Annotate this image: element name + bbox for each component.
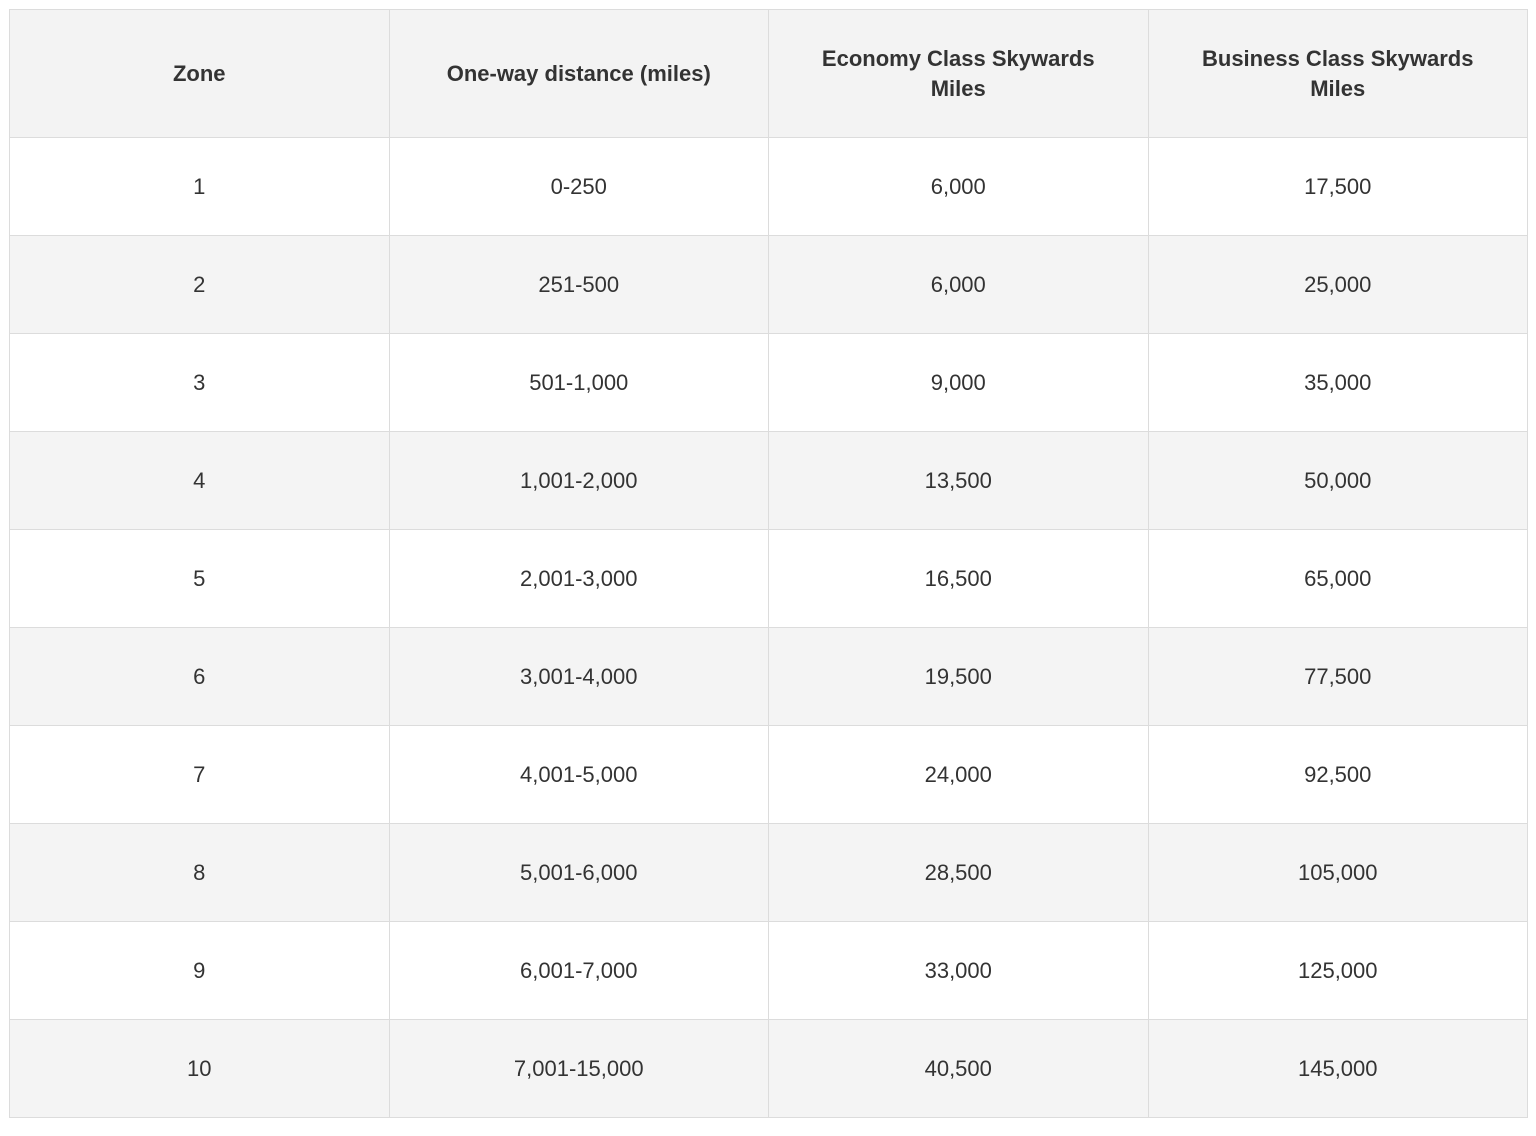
table-cell: 50,000 — [1147, 431, 1528, 530]
table-cell: 6,000 — [768, 137, 1149, 236]
table-cell: 5 — [9, 529, 390, 628]
table-cell: 0-250 — [388, 137, 769, 236]
table-cell: 2 — [9, 235, 390, 334]
award-chart-table: Zone One-way distance (miles) Economy Clas… — [9, 9, 1528, 1118]
table-cell: 9,000 — [768, 333, 1149, 432]
table-cell: 3 — [9, 333, 390, 432]
table-row: 6 3,001-4,000 19,500 77,500 — [9, 627, 1528, 726]
table-cell: 17,500 — [1147, 137, 1528, 236]
table-cell: 25,000 — [1147, 235, 1528, 334]
table-row: 2 251-500 6,000 25,000 — [9, 235, 1528, 334]
table-cell: 4,001-5,000 — [388, 725, 769, 824]
table-cell: 5,001-6,000 — [388, 823, 769, 922]
header-cell: Business Class Skywards Miles — [1147, 9, 1528, 138]
table-row: 7 4,001-5,000 24,000 92,500 — [9, 725, 1528, 824]
table-cell: 7 — [9, 725, 390, 824]
table-row: 3 501-1,000 9,000 35,000 — [9, 333, 1528, 432]
header-cell: Economy Class Skywards Miles — [768, 9, 1149, 138]
table-cell: 24,000 — [768, 725, 1149, 824]
table-row: 1 0-250 6,000 17,500 — [9, 137, 1528, 236]
table-row: 5 2,001-3,000 16,500 65,000 — [9, 529, 1528, 628]
table-cell: 13,500 — [768, 431, 1149, 530]
table-cell: 77,500 — [1147, 627, 1528, 726]
table-row: 8 5,001-6,000 28,500 105,000 — [9, 823, 1528, 922]
table-cell: 6,000 — [768, 235, 1149, 334]
table-cell: 6,001-7,000 — [388, 921, 769, 1020]
table-cell: 3,001-4,000 — [388, 627, 769, 726]
table-cell: 105,000 — [1147, 823, 1528, 922]
table-cell: 16,500 — [768, 529, 1149, 628]
table-cell: 125,000 — [1147, 921, 1528, 1020]
table-cell: 501-1,000 — [388, 333, 769, 432]
header-cell: One-way distance (miles) — [388, 9, 769, 138]
table-container: Zone One-way distance (miles) Economy Clas… — [9, 9, 1528, 1118]
table-cell: 19,500 — [768, 627, 1149, 726]
table-cell: 33,000 — [768, 921, 1149, 1020]
table-cell: 65,000 — [1147, 529, 1528, 628]
table-cell: 6 — [9, 627, 390, 726]
table-header: Zone One-way distance (miles) Economy Clas… — [9, 9, 1528, 138]
table-cell: 35,000 — [1147, 333, 1528, 432]
table-row: 10 7,001-15,000 40,500 145,000 — [9, 1019, 1528, 1118]
table-cell: 1,001-2,000 — [388, 431, 769, 530]
table-cell: 145,000 — [1147, 1019, 1528, 1118]
table-cell: 1 — [9, 137, 390, 236]
table-cell: 40,500 — [768, 1019, 1149, 1118]
table-cell: 28,500 — [768, 823, 1149, 922]
table-cell: 2,001-3,000 — [388, 529, 769, 628]
header-row: Zone One-way distance (miles) Economy Clas… — [9, 9, 1528, 138]
table-row: 4 1,001-2,000 13,500 50,000 — [9, 431, 1528, 530]
table-cell: 92,500 — [1147, 725, 1528, 824]
table-cell: 7,001-15,000 — [388, 1019, 769, 1118]
table-cell: 251-500 — [388, 235, 769, 334]
table-cell: 4 — [9, 431, 390, 530]
table-cell: 10 — [9, 1019, 390, 1118]
table-cell: 9 — [9, 921, 390, 1020]
header-cell: Zone — [9, 9, 390, 138]
table-cell: 8 — [9, 823, 390, 922]
table-row: 9 6,001-7,000 33,000 125,000 — [9, 921, 1528, 1020]
table-body: 1 0-250 6,000 17,500 2 251-500 6,000 25,000 3 501… — [9, 137, 1528, 1118]
